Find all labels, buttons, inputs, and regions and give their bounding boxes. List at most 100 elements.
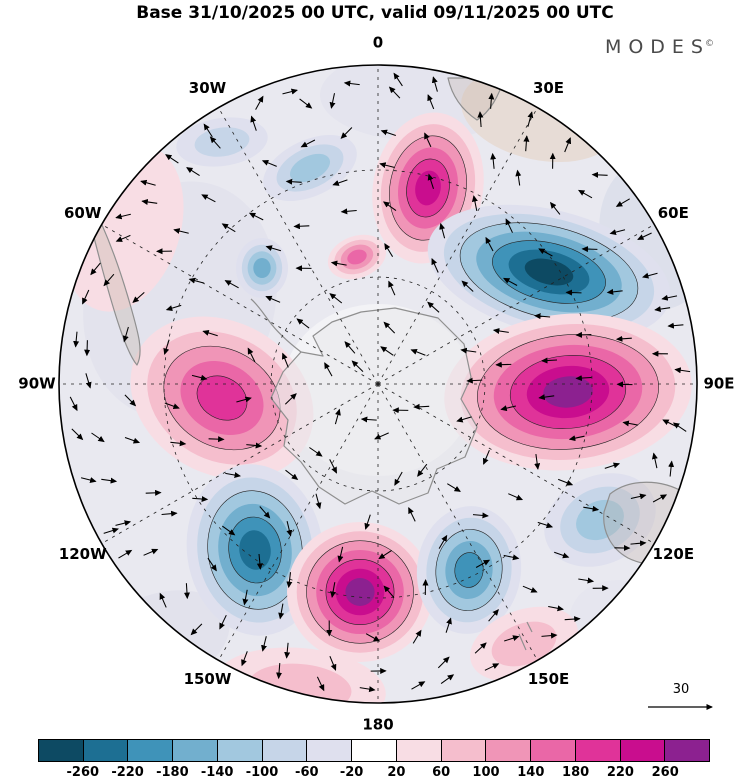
colorbar-cell bbox=[351, 740, 396, 761]
wind-vector-arrow bbox=[591, 171, 608, 178]
wind-vector-arrow bbox=[388, 86, 401, 99]
wind-vector-arrow bbox=[115, 213, 131, 220]
wind-vector-arrow bbox=[265, 295, 281, 303]
colorbar-cell bbox=[664, 740, 710, 761]
wind-vector-arrow bbox=[630, 493, 647, 500]
wind-vector-arrow bbox=[132, 292, 145, 303]
wind-vector-arrow bbox=[282, 88, 298, 95]
wind-vector-arrow bbox=[460, 347, 477, 354]
wind-vector-arrow bbox=[661, 294, 678, 301]
wind-vector-arrow bbox=[248, 212, 264, 221]
wind-vector-arrow bbox=[286, 572, 293, 589]
modes-logo: MODES© bbox=[605, 36, 714, 58]
wind-vector-arrow bbox=[265, 245, 282, 252]
meridian-line bbox=[101, 224, 379, 385]
wind-vector-arrow bbox=[558, 478, 574, 486]
wind-vector-arrow bbox=[568, 435, 585, 442]
wind-vector-arrow bbox=[259, 506, 271, 519]
wind-vector-arrow bbox=[82, 289, 90, 305]
wind-vector-arrow bbox=[393, 72, 403, 87]
wind-vector-arrow bbox=[652, 494, 668, 503]
wind-vector-arrow bbox=[522, 585, 538, 593]
colorbar-tick-label: -220 bbox=[111, 765, 144, 780]
wind-vector-arrow bbox=[159, 592, 167, 608]
wind-vector-arrow bbox=[471, 195, 478, 212]
wind-vector-arrow bbox=[508, 493, 524, 501]
anomaly-contour bbox=[345, 578, 375, 606]
wind-vector-arrow bbox=[191, 374, 208, 381]
anomaly-contour bbox=[415, 170, 441, 206]
wind-vector-arrow bbox=[537, 521, 554, 529]
wind-vector-arrow bbox=[413, 403, 430, 410]
colorbar-tick-label: -20 bbox=[339, 765, 364, 780]
wind-vector-arrow bbox=[364, 514, 371, 530]
colorbar-cell bbox=[574, 740, 620, 761]
longitude-labels: 0 30E 60E 90E 120E 150E 180 150W 120W 90W 60W 30W bbox=[18, 34, 734, 734]
wind-vector-arrow bbox=[575, 331, 592, 338]
wind-vector-arrow bbox=[203, 123, 213, 138]
wind-vector-arrow bbox=[615, 335, 632, 342]
wind-vector-arrow bbox=[247, 347, 256, 363]
wind-vector-arrow bbox=[622, 420, 639, 427]
wind-vector-arrow bbox=[417, 463, 428, 477]
longitude-label: 90E bbox=[703, 375, 734, 393]
wind-vector-arrow bbox=[378, 549, 392, 560]
meridian-line bbox=[218, 383, 379, 661]
wind-vector-arrow bbox=[581, 246, 598, 253]
wind-vector-arrow bbox=[466, 377, 483, 384]
wind-vector-arrow bbox=[332, 179, 348, 186]
wind-vector-arrow bbox=[324, 362, 333, 377]
wind-vector-arrow bbox=[578, 577, 595, 584]
coastlines bbox=[83, 77, 697, 651]
anomaly-field bbox=[64, 112, 692, 703]
wind-vector-arrow bbox=[337, 546, 344, 563]
longitude-label: 30W bbox=[189, 79, 227, 97]
wind-vector-arrow bbox=[431, 76, 438, 92]
wind-vector-arrow bbox=[164, 402, 180, 410]
map-clip-group bbox=[59, 65, 697, 703]
colorbar-tick-label: 100 bbox=[472, 765, 500, 780]
colorbar-cell bbox=[530, 740, 575, 761]
colorbar-cell bbox=[39, 740, 83, 761]
wind-vector-arrow bbox=[651, 452, 658, 469]
anomaly-contour bbox=[239, 530, 271, 570]
anomaly-contour bbox=[576, 499, 624, 541]
wind-vector-arrow bbox=[447, 483, 461, 492]
wind-vector-arrow bbox=[365, 633, 381, 642]
wind-vector-arrow bbox=[201, 194, 216, 203]
longitude-label: 180 bbox=[362, 716, 393, 734]
wind-vector-arrow bbox=[382, 201, 397, 212]
colorbar-cell bbox=[619, 740, 665, 761]
wind-vector-arrow bbox=[380, 346, 394, 356]
wind-vector-arrow bbox=[383, 585, 395, 598]
wind-vector-arrow bbox=[351, 360, 364, 372]
wind-vector-arrow bbox=[667, 322, 684, 329]
wind-vector-arrow bbox=[299, 98, 313, 109]
antarctic-peninsula-coastline bbox=[250, 298, 302, 353]
colorbar bbox=[38, 739, 710, 762]
wind-vector-arrow bbox=[284, 393, 297, 405]
wind-vector-arrow bbox=[145, 489, 162, 496]
wind-vector-arrow bbox=[538, 248, 553, 257]
wind-vector-arrow bbox=[340, 208, 357, 215]
colorbar-cell bbox=[172, 740, 217, 761]
colorbar-cell bbox=[127, 740, 173, 761]
colorbar-tick-label: -140 bbox=[200, 765, 234, 780]
wind-vector-arrow bbox=[309, 447, 323, 457]
wind-vector-arrow bbox=[538, 394, 555, 401]
wind-vector-arrow bbox=[343, 80, 360, 87]
wind-vector-arrow bbox=[84, 340, 91, 357]
contour-line bbox=[325, 558, 395, 625]
wind-vector-arrow bbox=[329, 293, 343, 304]
wind-vector-arrow bbox=[456, 416, 472, 423]
colorbar-cell bbox=[82, 740, 128, 761]
wind-vector-arrow bbox=[383, 321, 396, 334]
wind-vector-arrow bbox=[80, 477, 97, 483]
wind-vector-arrow bbox=[461, 280, 474, 292]
wind-vector-arrow bbox=[124, 394, 137, 407]
wind-vector-arrow bbox=[71, 428, 84, 441]
wind-vector-arrow bbox=[124, 437, 141, 444]
wind-vector-arrow bbox=[122, 326, 129, 343]
wind-vector-arrow bbox=[475, 559, 491, 568]
colorbar-tick-label: -260 bbox=[66, 765, 100, 780]
